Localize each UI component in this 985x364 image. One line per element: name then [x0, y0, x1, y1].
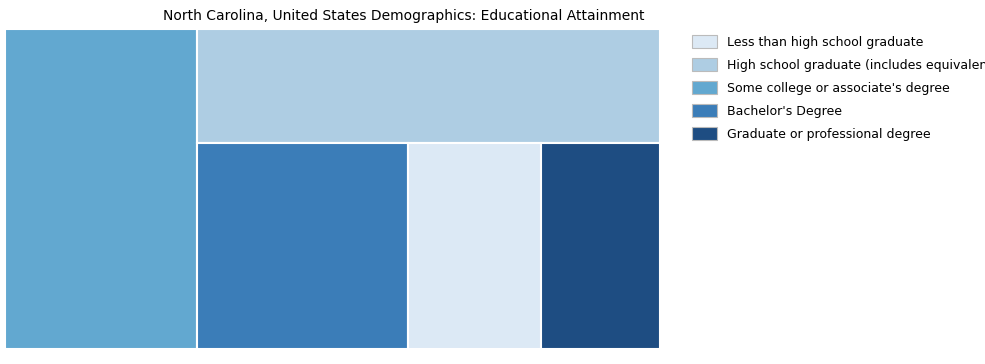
Text: North Carolina, United States Demographics: Educational Attainment: North Carolina, United States Demographi… — [163, 9, 644, 23]
Legend: Less than high school graduate, High school graduate (includes equivalency), Som: Less than high school graduate, High sch… — [692, 35, 985, 141]
Bar — [541, 143, 660, 349]
Bar — [408, 143, 541, 349]
Bar — [197, 143, 408, 349]
Bar — [5, 29, 197, 349]
Bar — [197, 29, 660, 143]
